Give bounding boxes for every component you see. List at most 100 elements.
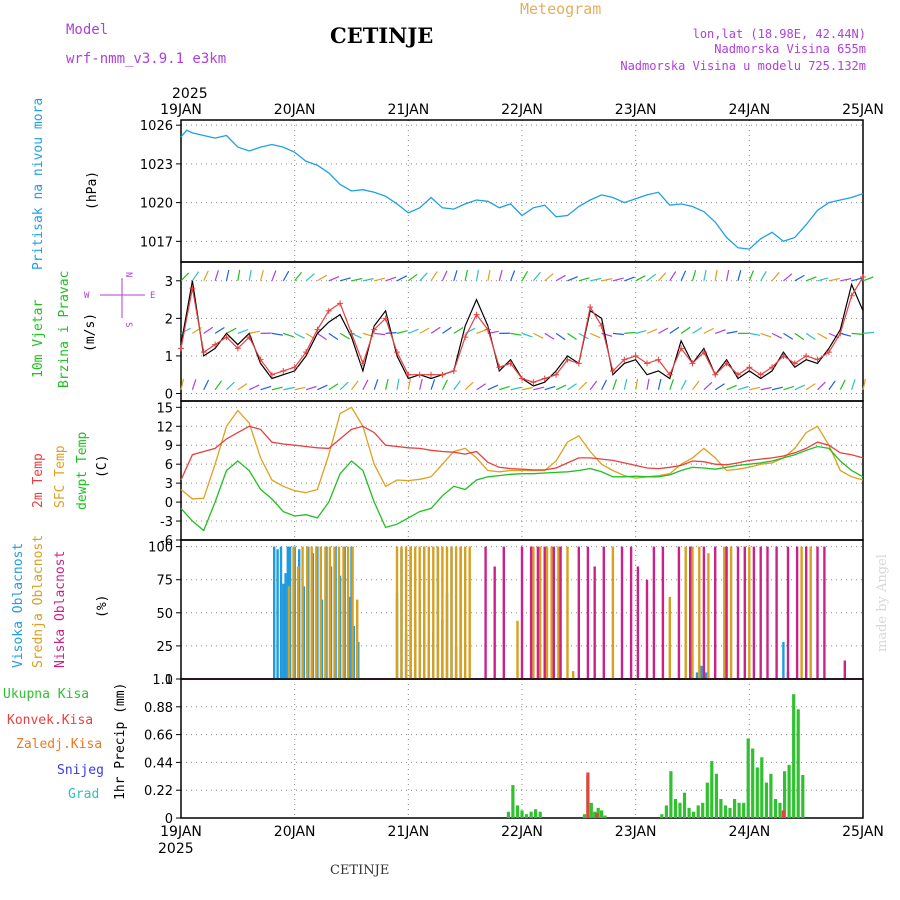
wind-arrow (646, 378, 650, 390)
cloud-bar (759, 546, 762, 679)
wind-gust-marker (439, 371, 446, 378)
wind-arrow (351, 277, 363, 282)
wind-arrow (305, 385, 317, 391)
precip-bar (755, 767, 759, 818)
precip-bar (520, 810, 524, 818)
wind-arrow (862, 331, 875, 334)
wind-arrow (237, 383, 248, 391)
wind-gust-marker (655, 356, 662, 363)
wind-arrow (305, 273, 315, 282)
wind-arrow (657, 378, 662, 390)
date-label-top: 21JAN (387, 102, 429, 118)
wind-arrow (703, 269, 707, 281)
wind-arrow (499, 385, 510, 391)
cloud-bar (707, 553, 710, 679)
wind-arrow (532, 271, 541, 282)
cloud-bar (702, 546, 706, 679)
wind-side-label-1: 10m Vjetar (31, 300, 46, 378)
cloud-low-label: Niska Oblacnost (53, 551, 68, 668)
temp-unit-label: (C) (95, 455, 110, 478)
y-tick-label: 9 (165, 439, 173, 454)
wind-gust-marker (700, 349, 707, 356)
wind-arrow (589, 380, 598, 391)
wind-arrow (828, 332, 840, 339)
date-label-bottom: 23JAN (615, 824, 657, 840)
y-tick-label: 0.66 (144, 729, 173, 744)
cloud-bar (520, 546, 524, 679)
compass-s: S (123, 322, 133, 327)
wind-arrow (317, 274, 328, 282)
wind-arrow (271, 386, 283, 391)
cloud-bar (577, 546, 580, 679)
precip-bar (669, 771, 673, 818)
wind-arrow (691, 270, 697, 281)
wind-arrow (749, 332, 761, 336)
y-tick-label: 0.22 (144, 784, 173, 799)
wind-arrow (237, 328, 249, 334)
wind-arrow (567, 383, 577, 391)
date-label-top: 19JAN (160, 102, 202, 118)
wind-arrow (544, 273, 554, 282)
wind-gust-marker (178, 345, 184, 352)
wind-arrow (317, 384, 328, 391)
cloud-bar (400, 546, 403, 679)
date-label-bottom: 24JAN (728, 824, 770, 840)
wind-arrow (430, 379, 436, 390)
y-tick-label: 0 (165, 496, 173, 511)
wind-gust-marker (575, 360, 582, 367)
wind-arrow (680, 326, 691, 334)
wind-arrow (419, 327, 430, 334)
wind-arrow (783, 273, 793, 282)
wind-arrow (737, 270, 742, 281)
cloud-bar (404, 546, 408, 679)
wind-gust-marker (609, 367, 616, 374)
cloud-bar (273, 546, 276, 679)
altitude-label: Nadmorska Visina 655m (714, 42, 866, 56)
date-label-bottom: 20JAN (274, 824, 316, 840)
precip-bar (714, 773, 718, 818)
wind-arrow (351, 332, 362, 339)
wind-arrow (851, 379, 856, 390)
cloud-bar (636, 566, 640, 679)
date-label-bottom: 19JAN (160, 824, 202, 840)
wind-arrow (282, 270, 290, 282)
precip-bar (524, 814, 529, 818)
cloud-bar (409, 546, 412, 679)
cloud-bar (468, 546, 471, 679)
wind-arrow (862, 378, 866, 390)
wind-arrow (487, 384, 499, 391)
model-name: wrf-nmm_v3.9.1 e3km (66, 51, 226, 67)
wind-arrow (635, 275, 646, 282)
wind-arrow (567, 332, 577, 340)
precip-total-label: Ukupna Kisa (3, 687, 89, 702)
wind-arrow (703, 327, 714, 334)
wind-gust-marker (712, 371, 719, 378)
precip-bar (593, 811, 597, 818)
cloud-bar (279, 546, 283, 679)
temperature-panel: 15 12 9 6 3 0 -3 -6 (156, 400, 864, 549)
precip-bar (515, 805, 520, 818)
cloud-bar (729, 546, 733, 679)
precip-bar (783, 771, 787, 818)
cloud-bar (296, 566, 300, 679)
cloud-bar (723, 546, 726, 679)
precip-bar (673, 799, 678, 818)
wind-arrow (623, 378, 628, 390)
wind-panel: 0 1 2 3 (165, 261, 875, 402)
wind-arrow (305, 332, 316, 340)
precip-grad-label: Grad (68, 787, 99, 802)
wind-arrow (612, 332, 624, 336)
wind-arrow (840, 278, 852, 282)
pressure-side-label: Pritisak na nivou mora (31, 98, 46, 270)
precip-bar (692, 811, 696, 818)
cloud-bar (805, 546, 808, 679)
cloud-bar (306, 546, 309, 679)
y-tick-label: 75 (156, 574, 173, 589)
date-label-bottom: 22JAN (501, 824, 543, 840)
wind-arrow (464, 327, 476, 334)
wind-arrow (407, 378, 411, 390)
wind-arrow (624, 276, 635, 282)
cloud-bar (292, 546, 295, 679)
cloud-bar (432, 546, 435, 679)
wind-gust-marker (848, 292, 855, 299)
